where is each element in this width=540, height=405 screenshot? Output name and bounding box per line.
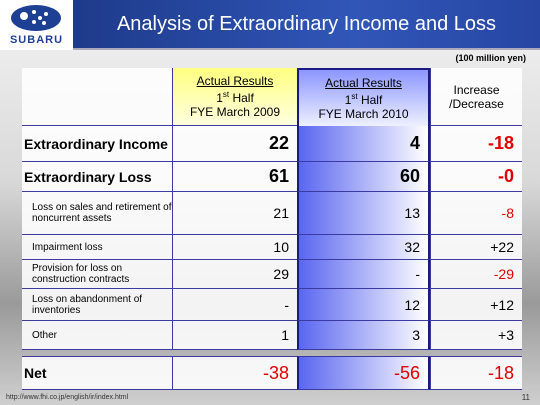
- value-cell: -8: [430, 192, 522, 235]
- value-cell: 1: [172, 321, 297, 350]
- value-cell: 22: [172, 126, 297, 162]
- title: Analysis of Extraordinary Income and Los…: [73, 0, 540, 50]
- value-cell: +3: [430, 321, 522, 350]
- header-text: Half: [357, 92, 383, 107]
- value-cell: 21: [172, 192, 297, 235]
- header-text: st: [222, 90, 230, 99]
- row-label: Loss on abandonment of inventories: [22, 289, 172, 321]
- header-line: FYE March 2010: [318, 106, 409, 121]
- row-label: Net: [22, 356, 172, 390]
- header-line: 1st Half: [216, 88, 254, 105]
- value-cell: -0: [430, 162, 522, 192]
- logo: [11, 5, 61, 31]
- row-label: Other: [22, 321, 172, 350]
- value-cell: 10: [172, 235, 297, 260]
- header-line: Actual Results: [325, 75, 402, 90]
- value-cell: -: [172, 289, 297, 321]
- value-cell: 13: [297, 192, 430, 235]
- column-header: Increase/Decrease: [430, 68, 522, 126]
- value-cell: 61: [172, 162, 297, 192]
- column-header: Actual Results 1st Half FYE March 2010: [297, 68, 430, 126]
- value-cell: -: [297, 260, 430, 289]
- brand: SUBARU: [9, 34, 64, 46]
- row-label: Extraordinary Income: [22, 126, 172, 162]
- row-label: Provision for loss on construction contr…: [22, 260, 172, 289]
- url: http://www.fhi.co.jp/english/ir/index.ht…: [6, 394, 129, 401]
- header-line: Increase: [453, 82, 500, 97]
- value-cell: 3: [297, 321, 430, 350]
- header-line: FYE March 2009: [189, 105, 281, 119]
- header-line: 1st Half: [345, 90, 383, 107]
- value-cell: -38: [172, 356, 297, 390]
- value-cell: -18: [430, 126, 522, 162]
- value-cell: 12: [297, 289, 430, 321]
- header-text: Half: [229, 91, 254, 105]
- unit: (100 million yen): [455, 53, 526, 63]
- value-cell: -56: [297, 356, 430, 390]
- value-cell: -18: [430, 356, 522, 390]
- value-cell: +12: [430, 289, 522, 321]
- row-label: Extraordinary Loss: [22, 162, 172, 192]
- header-text: 1: [344, 92, 352, 107]
- row-label: Loss on sales and retirement of noncurre…: [22, 192, 172, 235]
- value-cell: 29: [172, 260, 297, 289]
- value-cell: -29: [430, 260, 522, 289]
- page-number: 11: [521, 393, 530, 402]
- header-blank: [22, 68, 172, 126]
- header-line: /Decrease: [449, 96, 504, 111]
- value-cell: 32: [297, 235, 430, 260]
- row-label: Impairment loss: [22, 235, 172, 260]
- column-header: Actual Results 1st Half FYE March 2009: [172, 68, 297, 126]
- logo-area: SUBARU: [0, 0, 73, 50]
- value-cell: 60: [297, 162, 430, 192]
- header-line: Actual Results: [196, 74, 274, 88]
- value-cell: 4: [297, 126, 430, 162]
- table: Actual Results 1st Half FYE March 2009 Actu…: [22, 68, 522, 392]
- value-cell: +22: [430, 235, 522, 260]
- header-text: st: [351, 91, 358, 101]
- header-text: 1: [216, 91, 223, 105]
